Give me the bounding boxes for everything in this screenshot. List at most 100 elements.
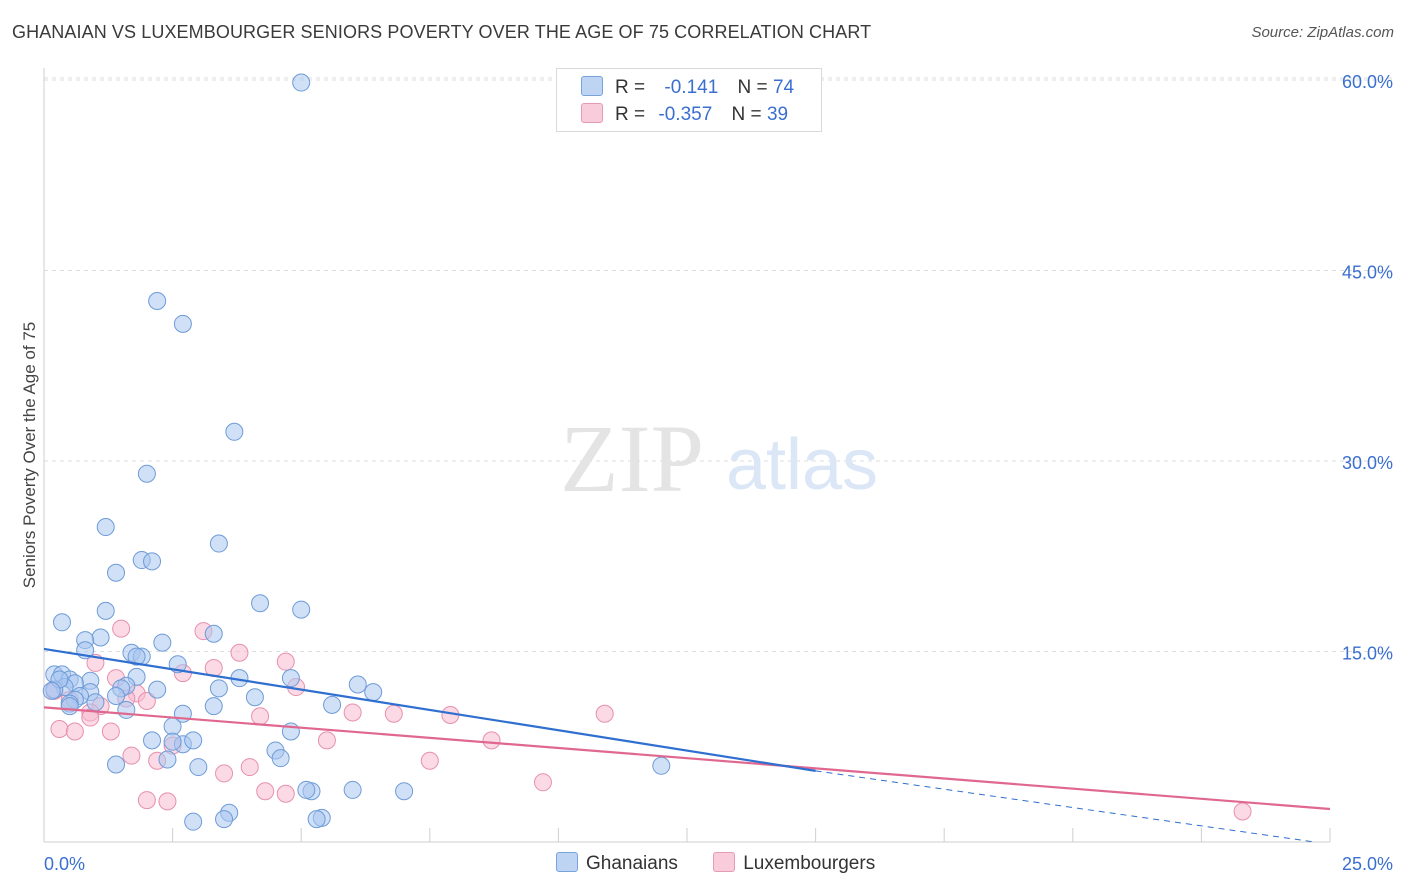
ghanaians-point [143, 552, 162, 571]
legend-row-luxembourgers: R = -0.357 N = 39 [581, 103, 788, 127]
ghanaians-trend-line [43, 647, 816, 772]
ghanaians-point [163, 717, 182, 736]
ghanaians-point [307, 810, 326, 829]
ghanaians-point [297, 780, 316, 799]
legend-label: Ghanaians [586, 853, 678, 874]
ghanaians-point [225, 422, 244, 441]
ghanaians-point [209, 679, 228, 698]
ghanaians-point [189, 758, 208, 777]
source-label: Source: ZipAtlas.com [1251, 24, 1394, 41]
n-value: 39 [766, 104, 789, 125]
luxembourgers-trend-line [43, 706, 1331, 811]
ghanaians-point [86, 693, 105, 712]
ghanaians-point [91, 628, 110, 647]
ghanaians-point [348, 675, 367, 694]
y-axis-label-wrap: Seniors Poverty Over the Age of 75 [20, 322, 39, 588]
ghanaians-point [158, 750, 177, 769]
grid-lines [44, 77, 1395, 652]
ghanaians-point [395, 782, 414, 801]
luxembourgers-point [384, 704, 403, 723]
luxembourgers-swatch [581, 103, 603, 123]
luxembourgers-point [343, 703, 362, 722]
legend-item-ghanaians[interactable]: Ghanaians [556, 852, 678, 875]
luxembourgers-point [215, 764, 234, 783]
ghanaians-point [117, 700, 136, 719]
luxembourgers-point [276, 652, 295, 671]
ghanaians-point [143, 731, 162, 750]
luxembourgers-point [1233, 802, 1252, 821]
ghanaians-point [148, 291, 167, 310]
x-tick-label: 0.0% [44, 854, 85, 874]
watermark: ZIP atlas [560, 405, 878, 512]
legend-row-ghanaians: R = -0.141 N = 74 [581, 76, 794, 100]
ghanaians-point [96, 518, 115, 537]
trend-lines [43, 647, 1331, 843]
ghanaians-point [153, 633, 172, 652]
luxembourgers-point [240, 758, 259, 777]
luxembourgers-point [137, 791, 156, 810]
luxembourgers-point [230, 643, 249, 662]
ghanaians-point [292, 600, 311, 619]
n-label: N = [731, 104, 762, 125]
luxembourgers-point [317, 731, 336, 750]
luxembourgers-point [482, 731, 501, 750]
y-tick-label: 30.0% [1342, 453, 1393, 473]
ghanaians-swatch [581, 76, 603, 96]
legend-label: Luxembourgers [743, 853, 876, 874]
r-value: -0.141 [664, 77, 719, 98]
luxembourgers-points [45, 619, 1252, 821]
ghanaians-point [42, 681, 61, 700]
ghanaians-point [343, 780, 362, 799]
ghanaians-point [163, 732, 182, 751]
ghanaians-point [53, 613, 72, 632]
luxembourgers-point [137, 692, 156, 711]
y-tick-label: 60.0% [1342, 72, 1393, 92]
ghanaians-point [271, 749, 290, 768]
ghanaians-point [96, 601, 115, 620]
r-label: R = [615, 77, 646, 98]
luxembourgers-point [276, 784, 295, 803]
ghanaians-point [215, 810, 234, 829]
luxembourgers-point [533, 773, 552, 792]
watermark-zip: ZIP [560, 405, 704, 512]
ghanaians-point [209, 534, 228, 553]
luxembourgers-swatch [713, 852, 736, 872]
tick-labels: 15.0% 30.0% 45.0% 60.0% 0.0% 25.0% [44, 72, 1393, 874]
luxembourgers-point [158, 792, 177, 811]
correlation-legend: R = -0.141 N = 74 R = -0.357 N = 39 [556, 68, 822, 132]
ghanaians-point [184, 812, 203, 831]
ghanaians-point [184, 731, 203, 750]
n-value: 74 [772, 77, 795, 98]
ghanaians-point [107, 686, 126, 705]
r-label: R = [615, 104, 646, 125]
luxembourgers-point [420, 751, 439, 770]
ghanaians-trend-extension [815, 770, 1315, 843]
ghanaians-point [652, 756, 671, 775]
luxembourgers-point [50, 719, 69, 738]
ghanaians-point [281, 669, 300, 688]
luxembourgers-point [112, 619, 131, 638]
luxembourgers-point [101, 722, 120, 741]
ghanaians-point [204, 697, 223, 716]
legend-item-luxembourgers[interactable]: Luxembourgers [713, 852, 875, 875]
ghanaians-point [137, 464, 156, 483]
ghanaians-point [173, 314, 192, 333]
ghanaians-point [107, 755, 126, 774]
series-legend: Ghanaians Luxembourgers [556, 852, 905, 875]
ghanaians-point [364, 683, 383, 702]
x-tick-label: 25.0% [1342, 854, 1393, 874]
axes [43, 68, 1331, 843]
luxembourgers-point [251, 707, 270, 726]
ghanaians-swatch [556, 852, 578, 872]
y-tick-label: 45.0% [1342, 263, 1393, 283]
r-value: -0.357 [658, 104, 713, 125]
y-tick-label: 15.0% [1342, 644, 1393, 664]
luxembourgers-point [256, 782, 275, 801]
ghanaians-point [251, 594, 270, 613]
ghanaians-point [60, 697, 79, 716]
watermark-atlas: atlas [726, 425, 878, 505]
ghanaians-point [245, 688, 264, 707]
n-label: N = [737, 77, 768, 98]
luxembourgers-point [65, 722, 84, 741]
